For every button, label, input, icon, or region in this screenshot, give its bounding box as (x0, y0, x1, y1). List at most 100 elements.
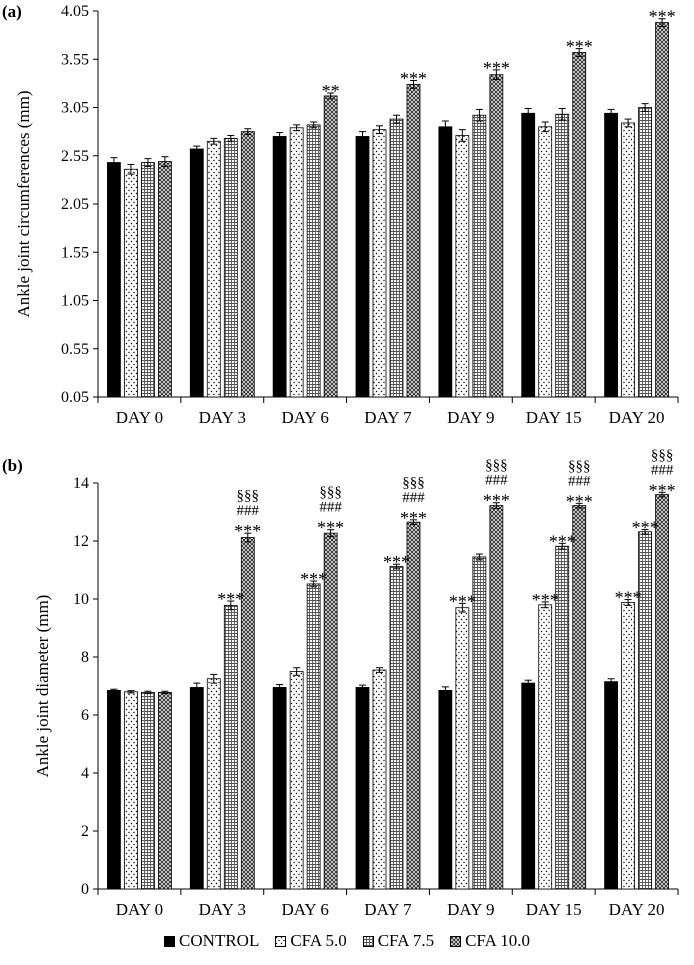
bar-b (223, 604, 238, 890)
y-tick-label-b: 6 (81, 707, 89, 724)
bar-a (223, 137, 238, 398)
x-tick-label-b: DAY 3 (199, 900, 246, 919)
y-tick-label-a: 2.55 (61, 148, 89, 165)
bar-a (289, 127, 304, 398)
y-tick-label-b: 12 (73, 533, 89, 550)
bar-b (206, 678, 221, 890)
legend-label-control: CONTROL (179, 931, 260, 950)
significance-label-b: ### (485, 473, 508, 489)
significance-label-b: *** (234, 521, 261, 541)
bar-a (372, 129, 387, 398)
significance-label-b: *** (615, 588, 642, 608)
bar-b (389, 566, 404, 890)
significance-label-b: §§§ (402, 475, 425, 491)
bar-a (472, 114, 487, 398)
y-tick-label-a: 0.05 (61, 389, 89, 406)
x-tick-label-b: DAY 20 (609, 900, 665, 919)
legend-label-cfa-10: CFA 10.0 (465, 931, 530, 950)
bar-a (538, 126, 553, 398)
y-tick-label-a: 3.55 (61, 51, 89, 68)
bar-b (372, 669, 387, 890)
bar-b (621, 602, 635, 890)
bar-a (272, 136, 287, 398)
bar-a (389, 118, 404, 398)
bar-a (555, 113, 570, 398)
panel-label-a: (a) (2, 2, 22, 21)
bar-b (438, 689, 453, 890)
bar-a (521, 112, 536, 398)
legend-swatch-cfa-10 (450, 935, 462, 947)
legend: CONTROL CFA 5.0 CFA 7.5 CFA 10.0 (0, 928, 694, 954)
x-tick-label-a: DAY 15 (526, 408, 582, 427)
significance-label-a: ** (322, 81, 340, 101)
x-tick-label-a: DAY 9 (447, 408, 494, 427)
bar-b (124, 691, 138, 890)
bar-a (240, 131, 255, 398)
y-tick-label-b: 2 (81, 823, 89, 840)
bar-a (306, 124, 321, 398)
significance-label-b: ### (237, 503, 260, 519)
bar-b (538, 604, 553, 890)
bar-a (158, 161, 172, 398)
bar-b (107, 689, 121, 890)
x-tick-label-a: DAY 20 (609, 408, 665, 427)
legend-item-cfa-5: CFA 5.0 (275, 931, 347, 951)
bar-b (572, 505, 587, 890)
panel-label-b: (b) (2, 456, 23, 475)
significance-label-b: *** (449, 591, 476, 611)
legend-swatch-cfa-5 (275, 935, 287, 947)
y-tick-label-b: 0 (81, 881, 89, 898)
legend-label-cfa-5: CFA 5.0 (290, 931, 347, 950)
bar-b (455, 607, 470, 890)
y-tick-label-a: 4.05 (61, 3, 89, 20)
significance-label-b: §§§ (319, 485, 342, 501)
bar-b (158, 691, 172, 890)
legend-swatch-cfa-7-5 (362, 935, 374, 947)
legend-item-control: CONTROL (164, 931, 259, 951)
significance-label-b: *** (632, 517, 659, 537)
bar-b (141, 691, 155, 890)
bar-a (355, 136, 370, 398)
bar-a (323, 95, 338, 398)
bar-a (455, 135, 470, 398)
significance-label-b: §§§ (237, 488, 260, 504)
bar-a (621, 122, 635, 398)
y-tick-label-a: 1.05 (61, 293, 89, 310)
significance-label-b: ### (568, 473, 591, 489)
bar-a (406, 83, 421, 398)
significance-label-a: *** (483, 58, 510, 78)
y-tick-label-b: 14 (73, 475, 89, 492)
x-tick-label-a: DAY 7 (364, 408, 412, 427)
bar-b (655, 494, 669, 890)
bar-a (489, 74, 504, 398)
significance-label-b: ### (651, 462, 674, 478)
significance-label-b: *** (317, 518, 344, 538)
bar-b (355, 687, 370, 890)
bar-a (572, 52, 587, 398)
x-tick-label-a: DAY 0 (116, 408, 163, 427)
significance-label-a: *** (400, 68, 427, 88)
significance-label-b: *** (300, 569, 327, 589)
bar-a (189, 148, 204, 398)
bar-a (206, 140, 221, 398)
significance-label-b: *** (549, 531, 576, 551)
bar-b (521, 682, 536, 890)
bar-a (638, 107, 652, 398)
x-tick-label-b: DAY 6 (281, 900, 328, 919)
significance-label-a: *** (649, 7, 676, 27)
significance-label-a: *** (566, 37, 593, 57)
y-tick-label-b: 8 (81, 649, 89, 666)
x-tick-label-b: DAY 7 (364, 900, 412, 919)
bar-b (604, 681, 618, 890)
bar-b (189, 687, 204, 890)
significance-label-b: *** (649, 480, 676, 500)
significance-label-b: *** (483, 491, 510, 511)
bar-b (489, 505, 504, 890)
y-tick-label-a: 3.05 (61, 100, 89, 117)
x-tick-label-b: DAY 0 (116, 900, 163, 919)
bar-a (655, 22, 669, 398)
bar-a (124, 168, 138, 398)
significance-label-b: ### (319, 500, 342, 516)
